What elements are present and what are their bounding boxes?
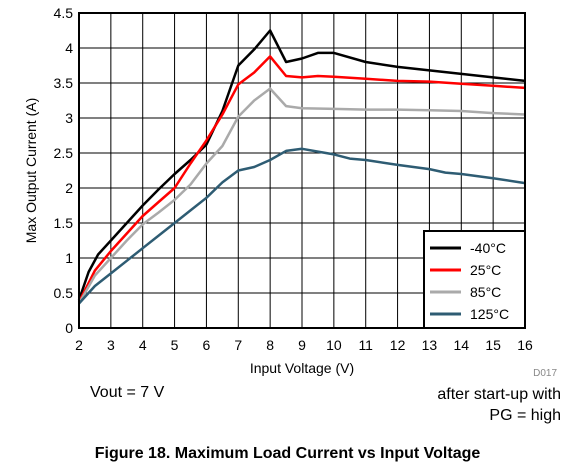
vout-note: Vout = 7 V bbox=[90, 384, 165, 401]
y-tick-label: 3.5 bbox=[54, 75, 74, 91]
figure-caption: Figure 18. Maximum Load Current vs Input… bbox=[94, 445, 481, 462]
x-tick-label: 11 bbox=[358, 337, 373, 353]
y-tick-label: 0.5 bbox=[54, 285, 74, 301]
startup-note-line1: after start-up with bbox=[437, 386, 561, 403]
x-tick-label: 4 bbox=[139, 337, 147, 353]
x-tick-label: 13 bbox=[422, 337, 438, 353]
chart: 2 3 4 5 6 7 8 9 10 11 12 13 14 15 16 0 0.5 1 1.5 2 2.5 3 3.5 4… bbox=[23, 5, 557, 379]
legend-label: 25°C bbox=[470, 262, 501, 278]
legend: -40°C 25°C 85°C 125°C bbox=[423, 230, 526, 329]
x-tick-label: 3 bbox=[107, 337, 115, 353]
x-tick-label: 14 bbox=[453, 337, 469, 353]
y-tick-label: 4.5 bbox=[54, 5, 74, 21]
y-tick-label: 2.5 bbox=[54, 145, 74, 161]
x-tick-label: 5 bbox=[171, 337, 179, 353]
y-tick-label: 4 bbox=[65, 40, 73, 56]
series-line-1 bbox=[77, 55, 526, 303]
y-tick-label: 2 bbox=[65, 180, 73, 196]
x-tick-label: 12 bbox=[390, 337, 406, 353]
y-tick-labels: 0 0.5 1 1.5 2 2.5 3 3.5 4 4.5 bbox=[54, 5, 74, 336]
series-line-3 bbox=[78, 147, 526, 305]
startup-note: after start-up with PG = high bbox=[361, 384, 561, 426]
y-tick-label: 0 bbox=[65, 320, 73, 336]
x-tick-label: 7 bbox=[234, 337, 242, 353]
x-tick-label: 10 bbox=[326, 337, 342, 353]
y-tick-label: 1 bbox=[65, 250, 73, 266]
series-lines bbox=[77, 29, 526, 305]
x-tick-label: 16 bbox=[517, 337, 533, 353]
x-tick-label: 6 bbox=[203, 337, 211, 353]
x-tick-label: 8 bbox=[266, 337, 274, 353]
series-line-0 bbox=[77, 29, 526, 301]
x-tick-label: 2 bbox=[75, 337, 83, 353]
legend-label: -40°C bbox=[470, 240, 506, 256]
legend-label: 85°C bbox=[470, 284, 501, 300]
x-tick-label: 9 bbox=[298, 337, 306, 353]
legend-label: 125°C bbox=[470, 306, 509, 322]
y-axis-title: Max Output Current (A) bbox=[23, 98, 39, 244]
plot-id-label: D017 bbox=[533, 368, 557, 379]
x-tick-labels: 2 3 4 5 6 7 8 9 10 11 12 13 14 15 16 bbox=[75, 337, 533, 353]
x-axis-title: Input Voltage (V) bbox=[250, 360, 354, 376]
series-line-2 bbox=[77, 87, 526, 305]
startup-note-line2: PG = high bbox=[489, 407, 561, 424]
y-tick-label: 1.5 bbox=[54, 215, 74, 231]
y-tick-label: 3 bbox=[65, 110, 73, 126]
x-tick-label: 15 bbox=[485, 337, 501, 353]
plot-frame bbox=[78, 12, 526, 329]
